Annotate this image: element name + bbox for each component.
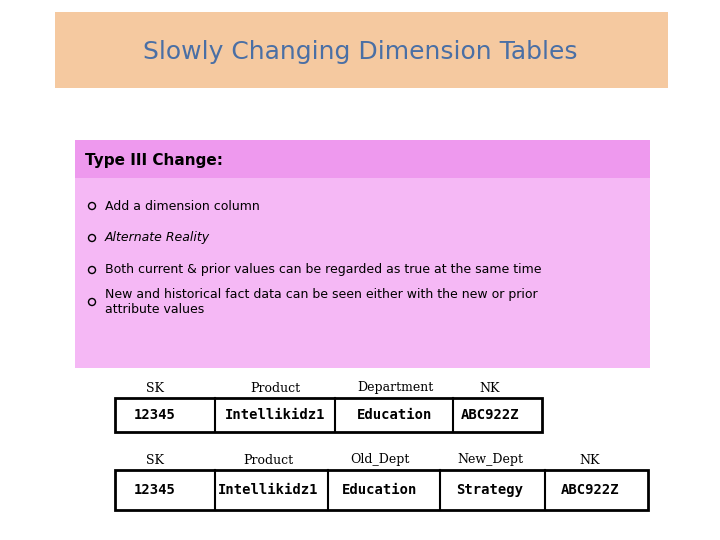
Text: Intellikidz1: Intellikidz1 xyxy=(225,408,325,422)
Text: Intellikidz1: Intellikidz1 xyxy=(217,483,318,497)
Text: Add a dimension column: Add a dimension column xyxy=(105,199,260,213)
Text: 12345: 12345 xyxy=(134,483,176,497)
Text: Type III Change:: Type III Change: xyxy=(85,152,223,167)
Text: Old_Dept: Old_Dept xyxy=(351,454,410,467)
Text: Alternate Reality: Alternate Reality xyxy=(105,232,210,245)
Text: SK: SK xyxy=(146,454,164,467)
Text: Product: Product xyxy=(243,454,293,467)
FancyBboxPatch shape xyxy=(75,178,650,368)
Text: SK: SK xyxy=(146,381,164,395)
Text: New and historical fact data can be seen either with the new or prior
attribute : New and historical fact data can be seen… xyxy=(105,288,538,316)
Text: NK: NK xyxy=(580,454,600,467)
Text: ABC922Z: ABC922Z xyxy=(461,408,519,422)
Text: New_Dept: New_Dept xyxy=(457,454,523,467)
Text: Product: Product xyxy=(250,381,300,395)
Text: Education: Education xyxy=(342,483,418,497)
Text: Both current & prior values can be regarded as true at the same time: Both current & prior values can be regar… xyxy=(105,264,541,276)
FancyBboxPatch shape xyxy=(55,12,668,88)
Text: NK: NK xyxy=(480,381,500,395)
Text: 12345: 12345 xyxy=(134,408,176,422)
FancyBboxPatch shape xyxy=(75,140,650,178)
FancyBboxPatch shape xyxy=(115,398,542,432)
Text: Education: Education xyxy=(357,408,433,422)
Text: Slowly Changing Dimension Tables: Slowly Changing Dimension Tables xyxy=(143,40,577,64)
Text: Strategy: Strategy xyxy=(456,483,523,497)
Text: Department: Department xyxy=(357,381,433,395)
FancyBboxPatch shape xyxy=(115,470,648,510)
Text: ABC922Z: ABC922Z xyxy=(561,483,619,497)
